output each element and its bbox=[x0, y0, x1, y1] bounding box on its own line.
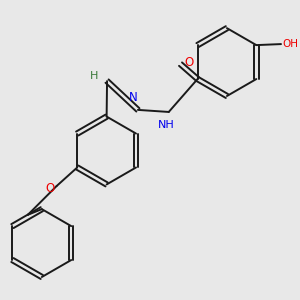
Text: O: O bbox=[184, 56, 194, 69]
Text: N: N bbox=[128, 91, 137, 104]
Text: OH: OH bbox=[282, 39, 298, 49]
Text: NH: NH bbox=[158, 120, 175, 130]
Text: O: O bbox=[46, 182, 55, 194]
Text: H: H bbox=[89, 71, 98, 81]
